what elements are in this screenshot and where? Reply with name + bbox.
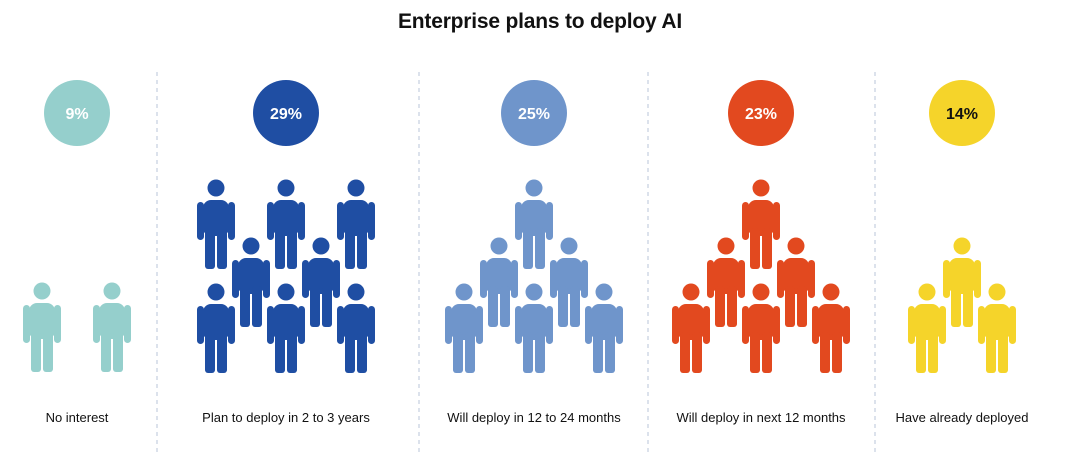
category-label: Have already deployed <box>896 410 1029 425</box>
person-icon <box>337 179 375 269</box>
person-icon <box>197 283 235 373</box>
percent-label: 25% <box>518 106 550 123</box>
person-icon <box>515 283 553 373</box>
percent-label: 29% <box>270 106 302 123</box>
category-label: Will deploy in next 12 months <box>676 410 846 425</box>
people-group <box>445 179 623 373</box>
person-icon <box>337 283 375 373</box>
percent-label: 23% <box>745 106 777 123</box>
person-icon <box>742 283 780 373</box>
person-icon <box>742 179 780 269</box>
person-icon <box>978 283 1016 373</box>
person-icon <box>550 237 588 327</box>
person-icon <box>908 283 946 373</box>
category-column: 25% Will deploy in 12 to 24 months <box>445 80 623 425</box>
person-icon <box>812 283 850 373</box>
percent-bubble <box>44 80 110 146</box>
person-icon <box>707 237 745 327</box>
category-column: 29% Plan to deploy in 2 to 3 years <box>197 80 375 425</box>
person-icon <box>302 237 340 327</box>
percent-label: 14% <box>946 106 978 123</box>
person-icon <box>93 282 131 372</box>
person-icon <box>585 283 623 373</box>
person-icon <box>267 283 305 373</box>
person-icon <box>232 237 270 327</box>
percent-bubble <box>501 80 567 146</box>
person-icon <box>943 237 981 327</box>
percent-label: 9% <box>65 106 88 123</box>
person-icon <box>267 179 305 269</box>
category-label: Plan to deploy in 2 to 3 years <box>202 410 370 425</box>
category-label: No interest <box>46 410 109 425</box>
people-group <box>672 179 850 373</box>
category-label: Will deploy in 12 to 24 months <box>447 410 621 425</box>
person-icon <box>515 179 553 269</box>
category-column: 9% No interest <box>23 80 131 425</box>
people-group <box>197 179 375 373</box>
person-icon <box>777 237 815 327</box>
chart-title: Enterprise plans to deploy AI <box>398 10 682 33</box>
person-icon <box>23 282 61 372</box>
people-group <box>908 237 1016 373</box>
people-group <box>23 282 131 372</box>
category-column: 23% Will deploy in next 12 months <box>672 80 850 425</box>
person-icon <box>672 283 710 373</box>
person-icon <box>197 179 235 269</box>
percent-bubble <box>253 80 319 146</box>
percent-bubble <box>728 80 794 146</box>
percent-bubble <box>929 80 995 146</box>
category-column: 14% Have already deployed <box>896 80 1029 425</box>
person-icon <box>480 237 518 327</box>
person-icon <box>445 283 483 373</box>
